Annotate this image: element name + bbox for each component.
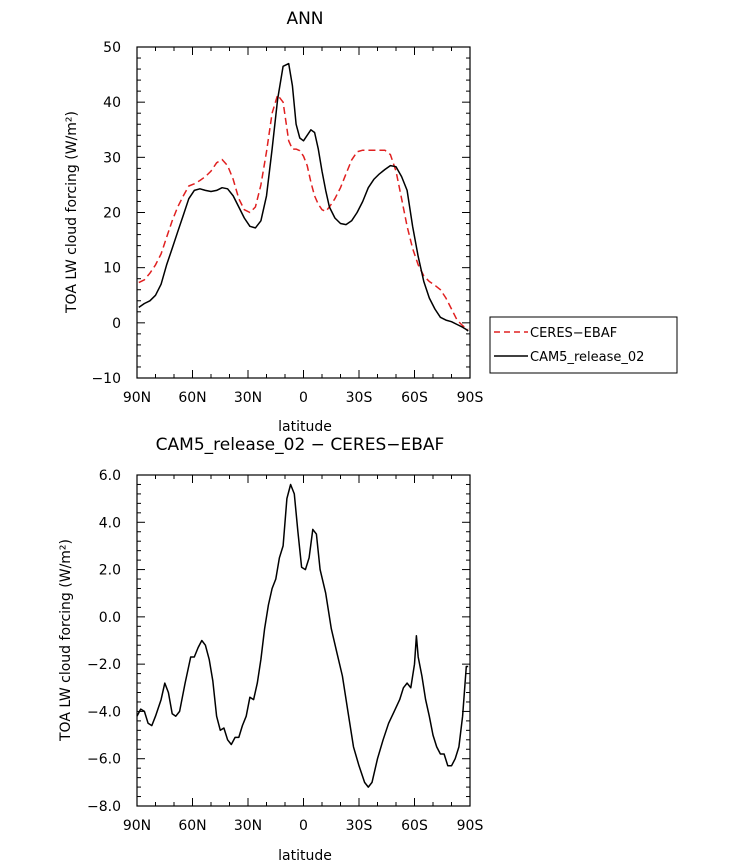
panel-1-xtick-label: 30S: [346, 390, 373, 406]
panel-2-title: CAM5_release_02 − CERES−EBAF: [156, 435, 445, 455]
legend: CERES−EBAF CAM5_release_02: [489, 316, 678, 374]
panel-1-ylabel: TOA LW cloud forcing (W/m²): [64, 111, 80, 314]
panel-1-ytick-label: 0: [112, 316, 121, 332]
panel-1-ticks: 90N 60N 30N 0 30S 60S 90S −10 0 10 20 30 40 50: [91, 40, 483, 406]
panel-2-ytick-label: −8.0: [87, 799, 121, 815]
panel-1-ytick-label: −10: [91, 371, 121, 387]
panel-1-ytick-label: 50: [103, 40, 121, 56]
panel-2-xtick-label: 60N: [178, 818, 206, 834]
panel-2-ytick-label: −4.0: [87, 704, 121, 720]
panel-2-ticks: 90N 60N 30N 0 30S 60S 90S −8.0 −6.0 −4.0 −2.0 0.0 2.…: [87, 468, 483, 834]
panel-2-series: [136, 483, 469, 788]
panel-2-xlabel: latitude: [278, 848, 332, 864]
panel-1-title: ANN: [286, 9, 323, 29]
panel-2-xtick-label: 90S: [457, 818, 484, 834]
panel-2-xtick-label: 0: [299, 818, 308, 834]
panel-1-ytick-label: 40: [103, 95, 121, 111]
panel-2-ytick-label: −2.0: [87, 657, 121, 673]
panel-1-series-line-1: [138, 62, 469, 332]
panel-1-xtick-label: 90S: [457, 390, 484, 406]
panel-1-series-line-0: [138, 94, 469, 331]
panel-2-ytick-label: −6.0: [87, 752, 121, 768]
panel-2-xtick-label: 90N: [123, 818, 151, 834]
panel-1-xtick-label: 30N: [234, 390, 262, 406]
panel-1-frame: [136, 46, 471, 379]
panel-difference: CAM5_release_02 − CERES−EBAF 90N 60N 30N 0 3…: [58, 435, 483, 864]
panel-1-xlabel: latitude: [278, 419, 332, 435]
panel-1-xtick-label: 60N: [178, 390, 206, 406]
panel-2-ytick-label: 2.0: [99, 563, 121, 579]
legend-label-cam5: CAM5_release_02: [530, 350, 644, 365]
panel-2-ytick-label: 4.0: [99, 515, 121, 531]
panel-2-frame: [136, 474, 471, 807]
panel-2-xtick-label: 30S: [346, 818, 373, 834]
panel-1-xtick-label: 60S: [401, 390, 428, 406]
panel-1-ytick-label: 30: [103, 150, 121, 166]
legend-box: [489, 316, 678, 374]
panel-2-ytick-label: 0.0: [99, 610, 121, 626]
panel-1-ytick-label: 10: [103, 261, 121, 277]
panel-1-xtick-label: 0: [299, 390, 308, 406]
panel-annual: ANN 90N 60N 30N 0 30S 60S 90S −10 0 10 20 30 40 50 la…: [64, 9, 483, 435]
panel-1-ytick-label: 20: [103, 206, 121, 222]
panel-2-ylabel: TOA LW cloud forcing (W/m²): [58, 539, 74, 742]
panel-2-series-line-0: [136, 483, 469, 788]
panel-2-xtick-label: 60S: [401, 818, 428, 834]
legend-label-ceres: CERES−EBAF: [530, 326, 617, 341]
panel-1-xtick-label: 90N: [123, 390, 151, 406]
panel-1-series: [138, 62, 469, 332]
panel-2-ytick-label: 6.0: [99, 468, 121, 484]
panel-2-xtick-label: 30N: [234, 818, 262, 834]
